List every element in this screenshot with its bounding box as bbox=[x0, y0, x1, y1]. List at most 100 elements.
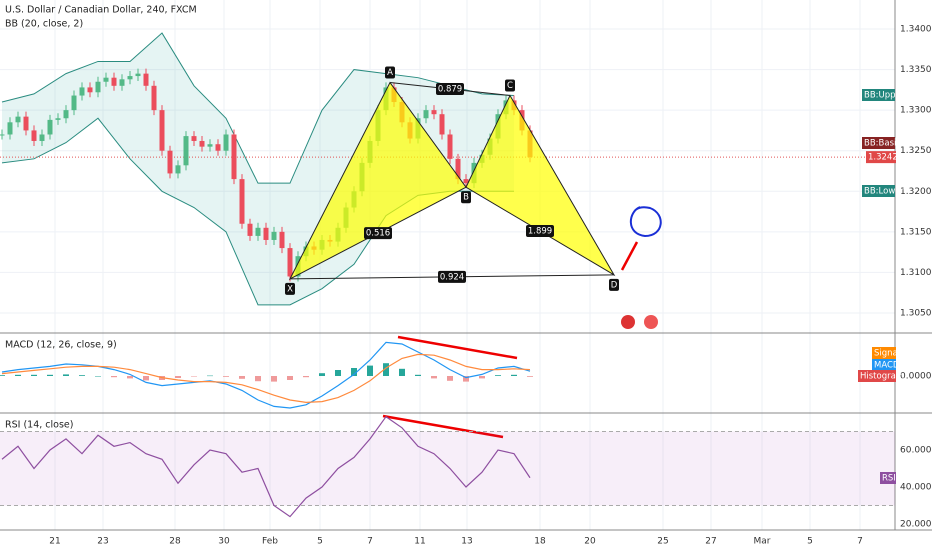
histogram-bar bbox=[223, 376, 229, 377]
candle bbox=[183, 136, 189, 166]
candle bbox=[271, 231, 277, 240]
y-tick-label: 1.31000 bbox=[900, 268, 932, 278]
candle bbox=[87, 87, 93, 93]
candle bbox=[287, 248, 293, 277]
candle bbox=[263, 227, 269, 240]
axis-tag-label: BB:Lower bbox=[864, 187, 904, 197]
x-tick-label: 21 bbox=[49, 537, 60, 547]
point-label: A bbox=[387, 68, 393, 78]
histogram-bar bbox=[191, 376, 197, 377]
indicator-title: MACD (12, 26, close, 9) bbox=[5, 340, 117, 351]
axis-tag bbox=[862, 89, 895, 101]
histogram-bar bbox=[287, 376, 293, 380]
candle bbox=[159, 110, 165, 151]
y-tick-label: 1.33000 bbox=[900, 106, 932, 116]
ratio-box bbox=[364, 227, 392, 240]
candle bbox=[223, 134, 229, 151]
x-tick-label: 25 bbox=[657, 537, 668, 547]
histogram-bar bbox=[111, 376, 117, 378]
point-label-box bbox=[461, 191, 471, 204]
ratio-label: 0.879 bbox=[438, 85, 462, 95]
candle bbox=[7, 122, 13, 135]
rsi-band bbox=[0, 431, 895, 506]
point-label-box bbox=[609, 278, 619, 291]
candle bbox=[63, 110, 69, 119]
x-tick-label: 27 bbox=[705, 537, 716, 547]
macd-line bbox=[1, 341, 531, 409]
candle bbox=[463, 179, 469, 184]
candle bbox=[447, 134, 453, 159]
point-label-box bbox=[505, 79, 515, 92]
candle bbox=[175, 165, 181, 174]
legend-tag bbox=[858, 370, 896, 382]
histogram-bar bbox=[303, 376, 309, 378]
price-tag bbox=[866, 151, 896, 164]
histogram-bar bbox=[0, 375, 5, 376]
point-label: X bbox=[287, 284, 293, 294]
x-tick-label: Mar bbox=[754, 537, 771, 547]
histogram-bar bbox=[15, 374, 21, 376]
divergence-line bbox=[397, 335, 518, 360]
ratio-box bbox=[438, 270, 466, 283]
x-tick-label: 7 bbox=[367, 537, 373, 547]
histogram-bar bbox=[527, 376, 533, 377]
axis-tag-label: BB:Basis bbox=[864, 139, 901, 149]
chart-title: U.S. Dollar / Canadian Dollar, 240, FXCM bbox=[5, 5, 197, 16]
histogram-bar bbox=[63, 374, 69, 376]
candle bbox=[455, 158, 461, 180]
indicator-title: BB (20, close, 2) bbox=[5, 19, 83, 30]
y-tick-label: 20.0000 bbox=[900, 520, 932, 530]
legend-label: Histogram bbox=[860, 372, 904, 382]
candle bbox=[71, 95, 77, 111]
y-tick-label: 1.30500 bbox=[900, 308, 932, 318]
histogram-bar bbox=[415, 374, 421, 376]
axis-tag bbox=[862, 137, 895, 149]
candle bbox=[47, 119, 53, 135]
divergence-line bbox=[382, 414, 504, 439]
candle bbox=[79, 87, 85, 96]
histogram-bar bbox=[495, 375, 501, 376]
candle bbox=[231, 134, 237, 180]
candle bbox=[111, 77, 117, 86]
x-tick-label: 11 bbox=[414, 537, 425, 547]
candle bbox=[167, 150, 173, 174]
histogram-bar bbox=[511, 374, 517, 376]
candle bbox=[119, 79, 125, 86]
histogram-bar bbox=[255, 376, 261, 382]
point-label: D bbox=[611, 280, 618, 290]
axis-tag bbox=[862, 185, 895, 197]
x-tick-label: 20 bbox=[584, 537, 596, 547]
candle bbox=[15, 116, 21, 123]
price-tag-label: 1.32421 bbox=[868, 153, 903, 163]
candle bbox=[431, 110, 437, 115]
bb-upper bbox=[1, 32, 515, 184]
candle bbox=[151, 85, 157, 111]
candle bbox=[127, 76, 133, 80]
point-label: C bbox=[507, 81, 513, 91]
x-tick-label: 28 bbox=[169, 537, 181, 547]
histogram-bar bbox=[351, 368, 357, 376]
histogram-bar bbox=[143, 376, 149, 381]
axis-tag-label: BB:Upper bbox=[864, 91, 905, 101]
legend-label: Signal bbox=[874, 349, 900, 359]
point-label-box bbox=[285, 282, 295, 295]
y-tick-label: 1.32500 bbox=[900, 146, 932, 156]
y-tick-label: 1.34000 bbox=[900, 25, 932, 35]
candle bbox=[135, 73, 141, 77]
candle bbox=[143, 73, 149, 86]
histogram-bar bbox=[447, 376, 453, 381]
signal-line bbox=[1, 353, 531, 404]
candle bbox=[207, 144, 213, 147]
x-tick-label: 18 bbox=[534, 537, 546, 547]
candle bbox=[95, 81, 101, 93]
x-tick-label: Feb bbox=[262, 537, 278, 547]
candle bbox=[23, 116, 29, 131]
histogram-bar bbox=[271, 376, 277, 382]
histogram-bar bbox=[431, 376, 437, 379]
histogram-bar bbox=[319, 373, 325, 376]
candle bbox=[423, 110, 429, 119]
histogram-bar bbox=[479, 376, 485, 379]
candle bbox=[31, 130, 37, 141]
y-tick-label: 1.31500 bbox=[900, 227, 932, 237]
